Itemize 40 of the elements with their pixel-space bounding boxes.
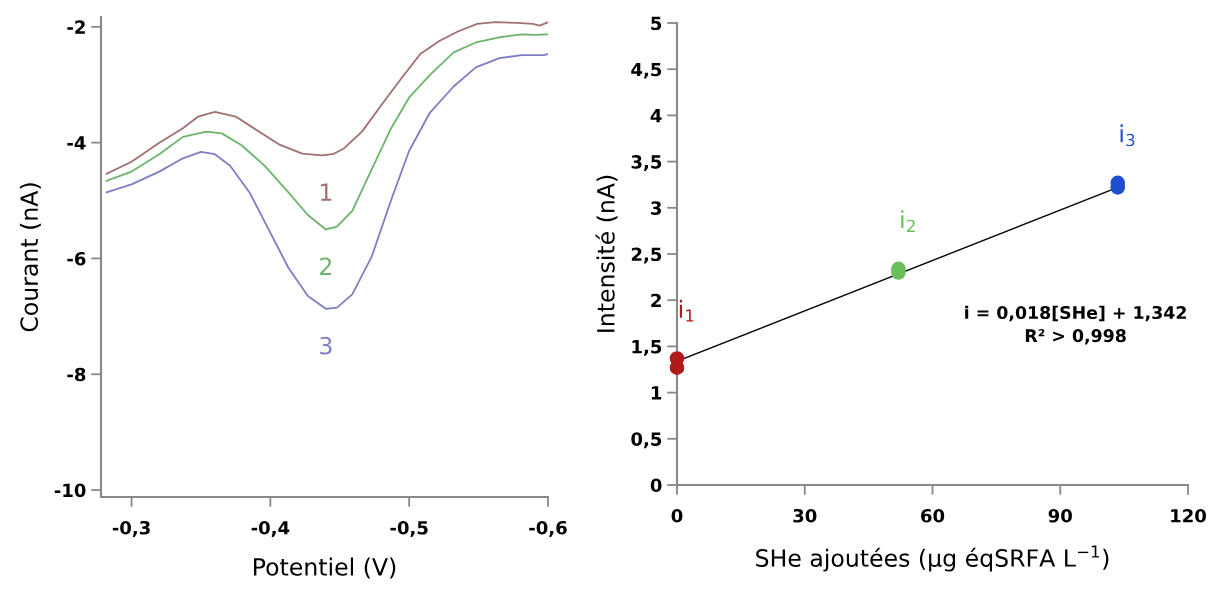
x-tick-label: -0,3 <box>112 520 150 537</box>
y-axis-title: Intensité (nA) <box>595 175 618 332</box>
y-tick-label: -4 <box>67 136 86 150</box>
y-tick-label: 1 <box>651 386 662 400</box>
y-tick-label: 3,5 <box>631 155 662 172</box>
y-tick-label: -8 <box>67 367 86 382</box>
series-label: i$_{2}$ <box>901 210 915 232</box>
y-tick-label: 1,5 <box>632 340 662 356</box>
y-tick-label: -2 <box>67 20 85 34</box>
series-label: 3 <box>320 336 332 355</box>
annotation: i = 0,018[SHe] + 1,342 <box>965 305 1186 322</box>
y-tick-label: 4,5 <box>631 62 662 79</box>
line-series <box>105 33 548 231</box>
x-axis-title: Potentiel (V) <box>254 557 396 579</box>
y-tick-label: 5 <box>651 16 662 31</box>
x-tick-label: -0,4 <box>251 520 290 537</box>
series-label: 2 <box>320 257 332 275</box>
y-tick-label: 3 <box>651 201 661 215</box>
x-tick-label: 0 <box>671 508 683 523</box>
x-tick-label: 120 <box>1171 508 1206 523</box>
x-tick-label: -0,6 <box>529 520 567 537</box>
y-tick-label: -10 <box>54 483 86 498</box>
y-axis-title: Courant (nA) <box>19 183 41 332</box>
x-tick-label: 90 <box>1048 508 1072 523</box>
y-tick-label: 0,5 <box>631 432 662 449</box>
x-axis-title: SHe ajoutées (µg éqSRFA L$^{−1}$) <box>756 545 1109 572</box>
line-series <box>105 21 548 175</box>
line-series <box>105 53 548 310</box>
x-tick-label: 60 <box>921 508 945 523</box>
series-label: 1 <box>320 183 332 201</box>
y-tick-label: 0 <box>650 478 662 493</box>
y-tick-label: 2 <box>651 293 661 308</box>
annotation: R² > 0,998 <box>1025 329 1126 345</box>
x-tick-label: -0,5 <box>390 520 428 537</box>
x-tick-label: 30 <box>793 508 817 523</box>
y-tick-label: 4 <box>650 109 662 123</box>
y-tick-label: -6 <box>67 251 86 266</box>
y-tick-label: 2,5 <box>631 247 662 264</box>
series-label: i$_{3}$ <box>1120 124 1135 147</box>
series-label: i$_{1}$ <box>679 299 694 322</box>
